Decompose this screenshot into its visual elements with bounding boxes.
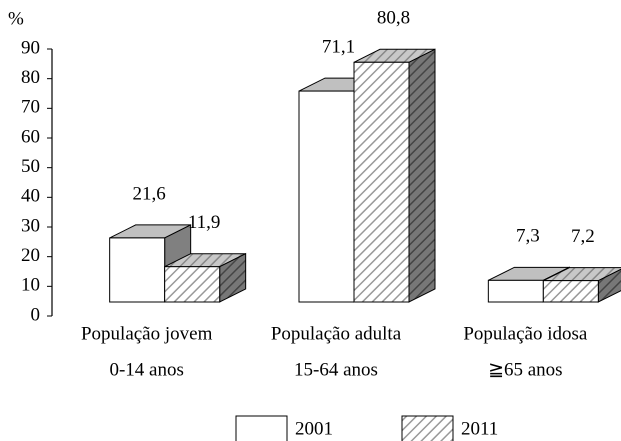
x-tick-label: ≧65 anos	[488, 359, 563, 380]
value-label: 7,3	[516, 226, 540, 247]
y-tick-label: 0	[31, 304, 41, 325]
bar	[298, 90, 355, 303]
bar	[164, 266, 221, 303]
value-label: 71,1	[322, 36, 355, 57]
x-tick-label: População adulta	[271, 323, 402, 344]
y-tick-label: 40	[21, 186, 40, 207]
bar	[109, 237, 166, 303]
y-tick-label: 90	[21, 37, 40, 58]
legend-swatch	[401, 415, 454, 441]
x-tick-label: População jovem	[81, 323, 213, 344]
value-label: 80,8	[377, 8, 410, 29]
legend-label: 2001	[295, 418, 333, 439]
x-tick-label: 15-64 anos	[294, 359, 378, 380]
bar-side	[408, 48, 436, 303]
legend-label: 2011	[461, 418, 498, 439]
y-tick-label: 10	[21, 275, 40, 296]
y-tick-label: 50	[21, 156, 40, 177]
value-label: 11,9	[188, 212, 221, 233]
y-tick-label: 60	[21, 126, 40, 147]
value-label: 21,6	[133, 183, 166, 204]
legend-swatch	[235, 415, 288, 441]
value-label: 7,2	[571, 226, 595, 247]
y-tick-label: 70	[21, 97, 40, 118]
bar	[353, 61, 410, 303]
bar	[487, 279, 544, 303]
y-axis-label: %	[8, 8, 24, 29]
x-tick-label: População idosa	[463, 323, 588, 344]
y-tick-label: 80	[21, 67, 40, 88]
y-tick-label: 30	[21, 215, 40, 236]
y-tick-label: 20	[21, 245, 40, 266]
x-tick-label: 0-14 anos	[109, 359, 183, 380]
bar	[542, 280, 599, 303]
